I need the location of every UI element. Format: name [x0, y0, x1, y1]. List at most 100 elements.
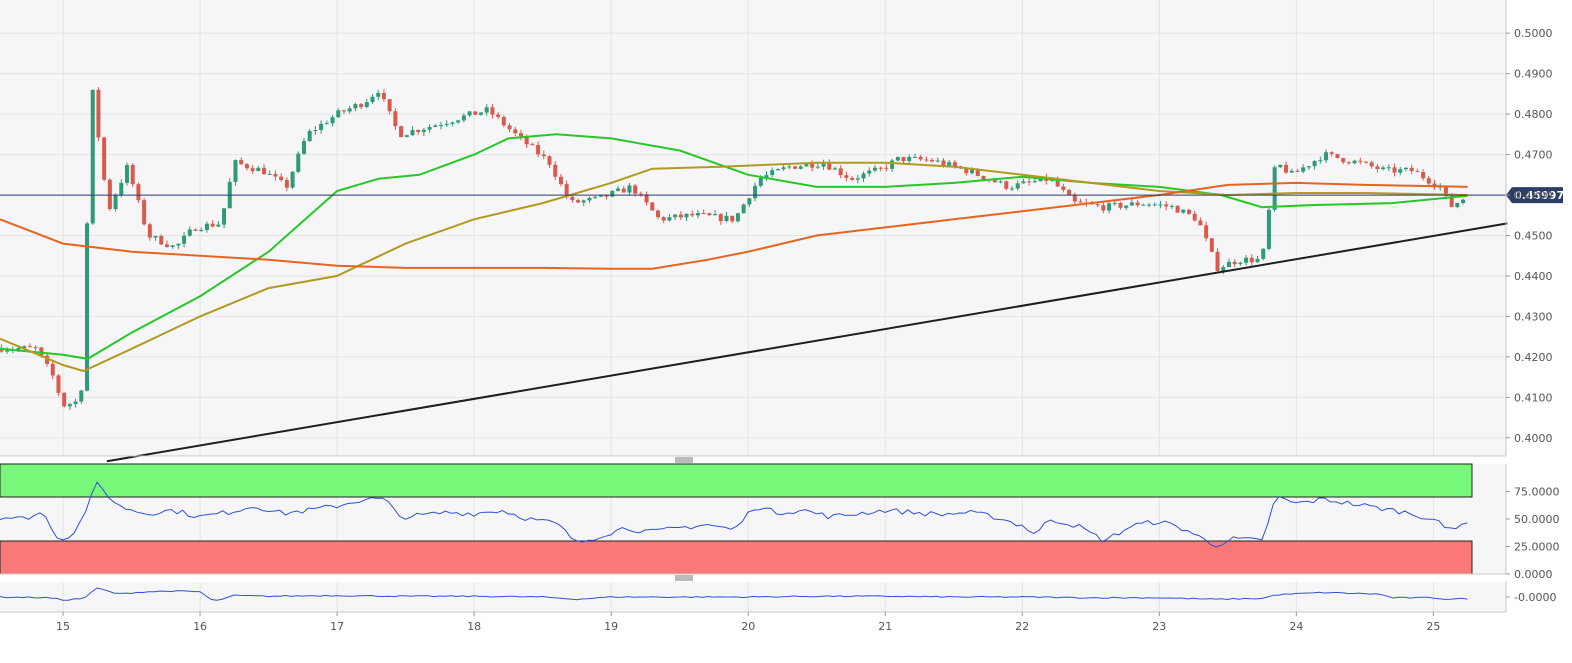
candle-body [85, 223, 90, 391]
candle-body [250, 168, 255, 172]
candle-body [1398, 169, 1403, 173]
candle-body [1141, 204, 1146, 206]
candle-body [1352, 160, 1357, 164]
candle-body [1238, 262, 1243, 265]
candle-body [256, 167, 261, 172]
candle-body [1061, 186, 1066, 191]
candle-body [239, 160, 244, 165]
candle-body [1375, 166, 1380, 170]
candle-body [1118, 202, 1123, 208]
candle-body [1175, 205, 1180, 213]
candle-body [924, 159, 929, 161]
candle-body [1461, 199, 1466, 204]
candle-body [707, 213, 712, 216]
candle-body [604, 194, 609, 197]
main-y-tick-label: 0.4600 [1514, 189, 1553, 202]
candle-body [1381, 167, 1386, 170]
candle-body [775, 169, 780, 171]
candle-body [119, 182, 124, 196]
candle-body [244, 164, 249, 169]
candle-body [353, 104, 358, 109]
candle-body [124, 165, 129, 183]
candle-body [581, 200, 586, 203]
candle-body [644, 194, 649, 203]
rsi-y-tick-label: 50.0000 [1514, 513, 1560, 526]
candle-body [832, 168, 837, 170]
candle-body [530, 144, 535, 146]
candle-body [758, 178, 763, 186]
candle-body [1284, 164, 1289, 173]
candle-body [113, 195, 118, 210]
main-panel-resize-handle[interactable] [675, 457, 693, 463]
candle-body [1443, 186, 1448, 196]
candle-body [947, 162, 952, 166]
candle-body [861, 173, 866, 179]
candle-body [827, 163, 832, 170]
candle-body [912, 156, 917, 158]
rsi-overbought-zone [0, 463, 1473, 498]
candle-body [1198, 220, 1203, 226]
candle-body [970, 169, 975, 174]
rsi-oversold-zone [0, 540, 1473, 575]
candle-body [890, 160, 895, 169]
candle-body [222, 208, 227, 225]
candle-body [570, 196, 575, 201]
candle-body [998, 181, 1003, 183]
last-price-badge [1506, 187, 1563, 204]
candle-body [901, 156, 906, 162]
candle-body [1266, 209, 1271, 249]
candle-body [1009, 188, 1014, 190]
candle-body [1232, 261, 1237, 265]
x-tick-label: 23 [1152, 620, 1166, 633]
candle-body [336, 110, 341, 118]
candle-body [1226, 261, 1231, 268]
candle-body [1289, 170, 1294, 173]
candle-body [159, 236, 164, 245]
x-tick-label: 20 [741, 620, 755, 633]
candle-body [433, 125, 438, 127]
oscillator-series [0, 587, 1468, 601]
main-y-tick-label: 0.4800 [1514, 108, 1553, 121]
candle-body [1107, 203, 1112, 211]
candle-body [267, 173, 272, 175]
main-y-tick-label: 0.4000 [1514, 432, 1553, 445]
candle-body [1032, 181, 1037, 183]
candle-body [324, 123, 329, 125]
candle-body [695, 213, 700, 216]
x-tick-label: 24 [1289, 620, 1303, 633]
candle-body [1278, 164, 1283, 168]
candle-body [507, 125, 512, 130]
main-y-tick-label: 0.4500 [1514, 229, 1553, 242]
candle-body [844, 175, 849, 178]
candle-body [1306, 166, 1311, 168]
candle-body [1312, 160, 1317, 167]
candle-body [1392, 167, 1397, 173]
candle-body [1147, 204, 1152, 206]
candle-body [473, 111, 478, 115]
candle-body [90, 89, 95, 224]
rsi-y-tick-label: 0.0000 [1514, 568, 1553, 581]
rsi-panel-resize-handle[interactable] [675, 575, 693, 581]
main-y-tick-label: 0.4200 [1514, 351, 1553, 364]
candle-body [587, 197, 592, 201]
candle-body [1204, 225, 1209, 239]
candle-body [204, 223, 209, 230]
rsi-zones [0, 463, 1473, 575]
candle-body [564, 184, 569, 197]
candle-body [884, 167, 889, 169]
candle-body [1186, 209, 1191, 214]
candle-body [1192, 213, 1197, 221]
candle-body [975, 169, 980, 176]
candle-body [1346, 162, 1351, 164]
candle-body [273, 173, 278, 177]
candle-body [130, 165, 135, 185]
candle-body [210, 223, 215, 227]
y-axis-ticks: 0.5000 0.4900 0.4800 0.4700 0.4600 0.4500 0.44… [1506, 27, 1560, 604]
candle-body [1055, 179, 1060, 187]
candle-body [815, 166, 820, 168]
candle-body [661, 217, 666, 221]
candle-body [536, 145, 541, 155]
candle-body [461, 115, 466, 121]
candle-body [1421, 172, 1426, 179]
